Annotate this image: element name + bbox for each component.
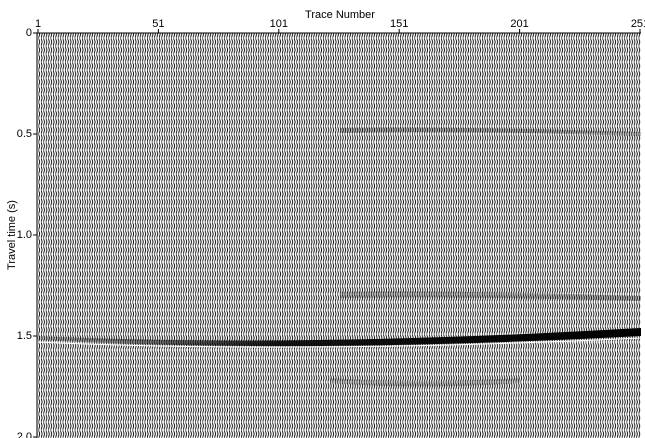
x-tick-label: 251 — [631, 18, 645, 30]
event — [340, 127, 641, 136]
reflector — [37, 328, 641, 347]
x-tick-label: 101 — [270, 18, 288, 30]
x-tick-label: 51 — [152, 18, 164, 30]
x-tick-label: 151 — [390, 18, 408, 30]
wiggle-traces — [37, 33, 641, 438]
x-tick-label: 1 — [35, 18, 41, 30]
plot-area — [36, 33, 642, 438]
event — [340, 291, 641, 301]
y-tick-label: 0.5 — [17, 128, 32, 140]
event — [330, 378, 520, 387]
y-tick-label: 0 — [26, 27, 32, 39]
y-axis-title: Travel time (s) — [6, 200, 18, 270]
y-tick-label: 1.5 — [17, 330, 32, 342]
x-axis-title: Trace Number — [305, 9, 375, 21]
y-tick-label: 2.0 — [17, 431, 32, 438]
x-tick-label: 201 — [510, 18, 528, 30]
reflector-trough — [36, 337, 642, 348]
y-tick-label: 1.0 — [17, 229, 32, 241]
